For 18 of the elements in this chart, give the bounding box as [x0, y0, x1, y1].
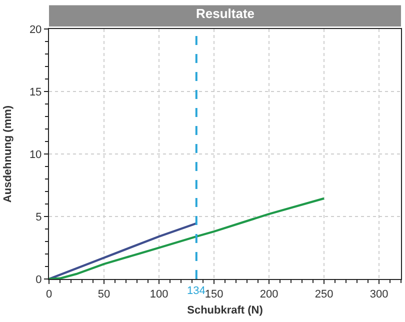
- chart-title: Resultate: [196, 6, 255, 21]
- line-series: [49, 197, 326, 279]
- x-tick-label: 100: [150, 288, 168, 300]
- y-tick-label: 0: [36, 274, 42, 286]
- x-axis-title: Schubkraft (N): [187, 304, 264, 316]
- y-tick-label: 15: [29, 86, 42, 98]
- x-tick-label: 0: [46, 288, 52, 300]
- line-series: [49, 222, 198, 279]
- x-tick-label: 50: [98, 288, 110, 300]
- y-axis-title: Ausdehnung (mm): [2, 105, 14, 203]
- y-tick-label: 20: [29, 24, 42, 36]
- y-tick-label: 5: [36, 211, 42, 224]
- x-tick-label: 250: [314, 288, 334, 300]
- x-tick-label: 150: [204, 288, 224, 300]
- x-tick-label: 300: [370, 288, 388, 300]
- y-tick-label: 10: [29, 148, 42, 161]
- x-tick-label: 200: [260, 288, 278, 300]
- ref-line-label: 134: [187, 285, 206, 297]
